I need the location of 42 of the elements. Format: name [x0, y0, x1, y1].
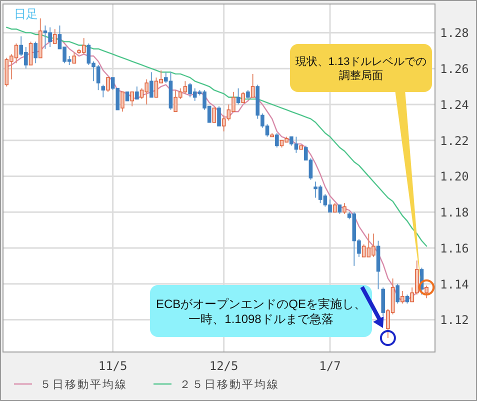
annotation: 現状、1.13ドルレベルでの調整局面	[295, 56, 427, 82]
candlestick	[130, 91, 134, 107]
legend-item: ２５日移動平均線	[154, 379, 280, 391]
legend-item: ５日移動平均線	[14, 379, 128, 391]
callout: ECBがオープンエンドのQEを実施し、一時、1.1098ドルまで急落	[150, 285, 372, 337]
candlestick	[275, 132, 279, 148]
y-tick-label: 1.26	[440, 62, 469, 76]
y-tick-label: 1.14	[440, 277, 469, 292]
candlestick	[150, 72, 154, 98]
callout: 現状、1.13ドルレベルでの調整局面	[290, 44, 432, 282]
candlestick	[72, 52, 76, 64]
candlestick	[101, 84, 106, 98]
y-tick-label: 1.20	[440, 170, 469, 184]
candlestick	[241, 91, 246, 104]
y-tick-label: 1.28	[440, 26, 469, 40]
candlestick	[381, 286, 386, 317]
candlestick	[28, 41, 33, 66]
candlestick	[400, 290, 404, 304]
x-tick-label: 11/5	[98, 359, 128, 373]
candlestick	[250, 73, 255, 98]
candlestick	[396, 283, 400, 304]
candlestick	[52, 28, 57, 44]
candlestick	[106, 77, 110, 92]
candlestick	[135, 86, 139, 100]
candlestick	[342, 202, 346, 214]
candlestick	[424, 285, 428, 299]
annotation: ECBがオープンエンドのQEを実施し、一時、1.1098ドルまで急落	[156, 297, 366, 326]
candlestick	[212, 108, 216, 123]
y-tick-label: 1.12	[440, 313, 469, 328]
x-tick-label: 12/5	[209, 359, 238, 373]
candlestick	[217, 106, 221, 126]
y-tick-label: 1.24	[440, 98, 469, 112]
y-tick-label: 1.22	[440, 134, 469, 148]
x-tick-label: 1/7	[319, 359, 341, 373]
candlestick	[236, 88, 240, 105]
candlestick	[34, 41, 38, 64]
candlestick	[120, 91, 124, 112]
chart-title: 日足	[14, 7, 38, 21]
legend-label: ５日移動平均線	[40, 379, 128, 391]
y-tick-label: 1.16	[440, 241, 469, 256]
legend-label: ２５日移動平均線	[180, 379, 280, 391]
y-tick-label: 1.18	[440, 206, 469, 220]
